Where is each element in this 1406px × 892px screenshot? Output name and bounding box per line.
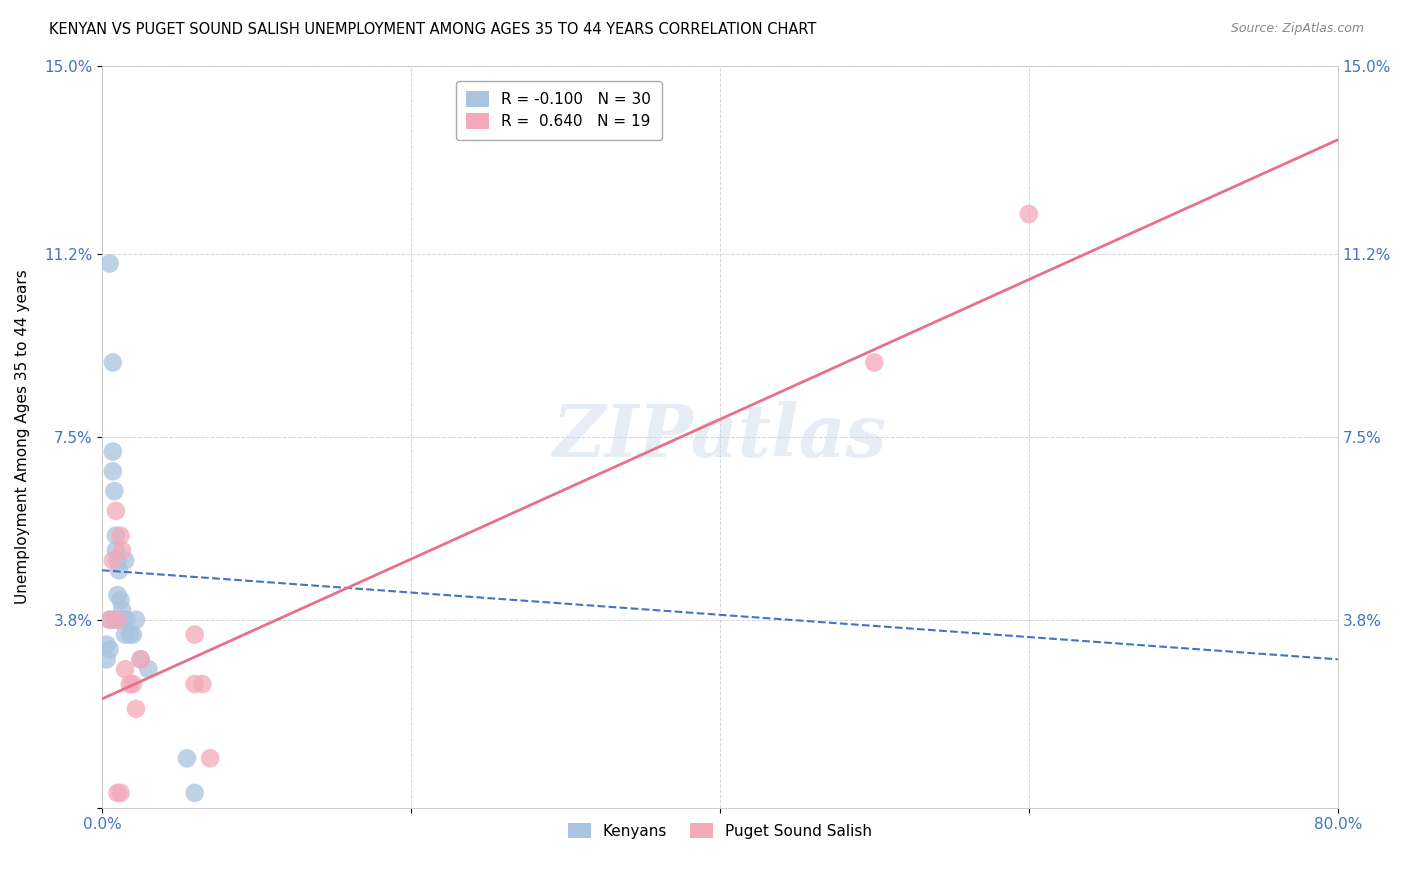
Point: [110, 613, 132, 627]
Point: [98, 613, 121, 627]
Point: [115, 613, 138, 627]
Point: [110, 593, 132, 607]
Point: [104, 543, 127, 558]
Y-axis label: Unemployment Among Ages 35 to 44 years: Unemployment Among Ages 35 to 44 years: [15, 269, 30, 604]
Point: [176, 751, 198, 765]
Point: [110, 528, 132, 542]
Point: [96, 652, 118, 666]
Point: [114, 662, 136, 676]
Point: [107, 786, 129, 800]
Point: [107, 613, 129, 627]
Point: [183, 677, 205, 691]
Point: [118, 677, 141, 691]
Point: [101, 464, 124, 478]
Point: [101, 444, 124, 458]
Point: [136, 662, 159, 676]
Point: [183, 786, 205, 800]
Point: [98, 256, 121, 270]
Point: [125, 613, 148, 627]
Point: [183, 627, 205, 641]
Point: [111, 603, 134, 617]
Point: [107, 613, 129, 627]
Point: [122, 627, 145, 641]
Point: [114, 553, 136, 567]
Point: [101, 553, 124, 567]
Point: [107, 588, 129, 602]
Text: ZIPatlas: ZIPatlas: [553, 401, 887, 472]
Point: [98, 642, 121, 657]
Point: [107, 553, 129, 567]
Point: [198, 751, 221, 765]
Point: [110, 786, 132, 800]
Point: [104, 528, 127, 542]
Point: [125, 702, 148, 716]
Point: [98, 613, 121, 627]
Point: [129, 652, 152, 666]
Point: [191, 677, 214, 691]
Point: [1018, 207, 1040, 221]
Point: [114, 627, 136, 641]
Point: [863, 355, 886, 369]
Point: [103, 613, 125, 627]
Point: [111, 543, 134, 558]
Legend: Kenyans, Puget Sound Salish: Kenyans, Puget Sound Salish: [561, 816, 879, 845]
Point: [129, 652, 152, 666]
Point: [108, 563, 131, 577]
Point: [122, 677, 145, 691]
Point: [104, 504, 127, 518]
Point: [112, 613, 135, 627]
Point: [101, 355, 124, 369]
Text: KENYAN VS PUGET SOUND SALISH UNEMPLOYMENT AMONG AGES 35 TO 44 YEARS CORRELATION : KENYAN VS PUGET SOUND SALISH UNEMPLOYMEN…: [49, 22, 817, 37]
Point: [118, 627, 141, 641]
Point: [103, 484, 125, 499]
Text: Source: ZipAtlas.com: Source: ZipAtlas.com: [1230, 22, 1364, 36]
Point: [96, 638, 118, 652]
